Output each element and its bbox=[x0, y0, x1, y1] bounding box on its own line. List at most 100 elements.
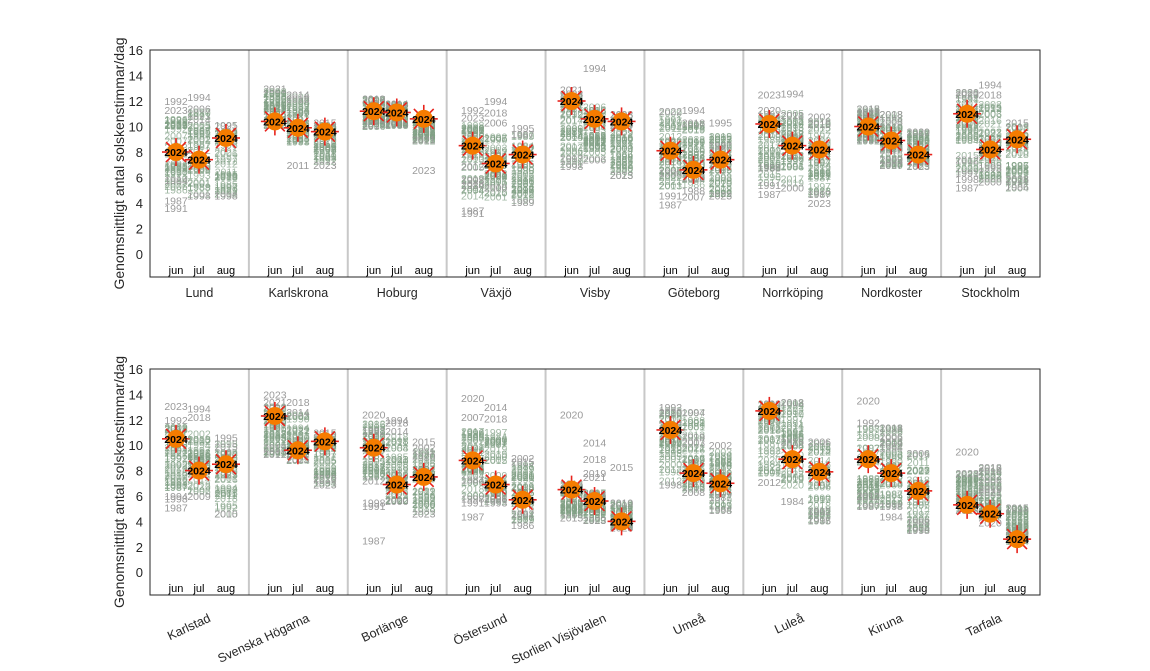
historical-year-label: 2003 bbox=[610, 166, 634, 178]
historical-year-label: 1984 bbox=[511, 182, 535, 194]
year-label: 2003 bbox=[682, 438, 706, 450]
year-label: 2000 bbox=[484, 183, 508, 195]
historical-year-label: 2013 bbox=[659, 160, 683, 172]
sun-marker-2024: 2024 bbox=[481, 149, 510, 178]
historical-year-label: 1993 bbox=[187, 170, 211, 182]
historical-year-label: 1986 bbox=[313, 141, 337, 153]
historical-year-label: 1988 bbox=[214, 171, 238, 183]
sun-disc bbox=[315, 122, 334, 141]
current-year-label: 2024 bbox=[560, 96, 584, 108]
historical-year-label: 2003 bbox=[978, 108, 1002, 120]
historical-year-label: 2013 bbox=[164, 464, 188, 476]
sun-marker-2024: 2024 bbox=[877, 126, 906, 155]
month-label: aug bbox=[711, 583, 729, 595]
month-label: jul bbox=[291, 583, 303, 595]
historical-year-label: 2011 bbox=[314, 148, 337, 160]
month-label: jul bbox=[390, 583, 402, 595]
historical-year-label: 1990 bbox=[955, 125, 979, 137]
year-label: 1998 bbox=[709, 505, 733, 517]
historical-year-label: 2012 bbox=[214, 155, 238, 167]
sun-marker-2024: 2024 bbox=[607, 507, 636, 536]
historical-year-label: 1993 bbox=[214, 183, 238, 195]
y-tick-label: 2 bbox=[136, 540, 143, 555]
sun-marker-2024: 2024 bbox=[679, 459, 708, 488]
sun-marker-2024: 2024 bbox=[185, 145, 213, 174]
station-group: 2002200419851991201120122002199119982005… bbox=[841, 50, 933, 300]
sun-marker-2024: 2024 bbox=[778, 445, 807, 474]
historical-year-label: 1990 bbox=[214, 170, 238, 182]
historical-year-label: 2019 bbox=[709, 131, 733, 143]
sun-marker-2024: 2024 bbox=[260, 107, 289, 136]
year-label: 1991 bbox=[461, 208, 485, 220]
station-label: Kiruna bbox=[866, 611, 905, 639]
historical-year-label: 2008 bbox=[286, 92, 310, 104]
historical-year-label: 2019 bbox=[781, 473, 805, 485]
sun-disc bbox=[661, 141, 680, 160]
historical-year-label: 2004 bbox=[412, 129, 436, 141]
sun-disc bbox=[364, 102, 383, 121]
current-year-label: 2024 bbox=[659, 425, 683, 437]
historical-year-label: 2013 bbox=[214, 172, 238, 184]
month-label: jun bbox=[662, 265, 678, 277]
current-year-label: 2024 bbox=[682, 468, 706, 480]
current-year-label: 2024 bbox=[907, 486, 931, 498]
historical-year-label: 1990 bbox=[560, 156, 584, 168]
historical-year-label: 2013 bbox=[187, 120, 211, 132]
sun-marker-2024: 2024 bbox=[310, 117, 339, 146]
historical-year-label: 1985 bbox=[214, 179, 238, 191]
historical-year-label: 2023 bbox=[709, 451, 733, 463]
historical-year-label: 2001 bbox=[484, 191, 508, 203]
station-group: 2005198819922014201719852010198420072009… bbox=[742, 369, 834, 637]
month-label: aug bbox=[612, 265, 630, 277]
historical-year-label: 1990 bbox=[263, 97, 287, 109]
year-label: 2020 bbox=[412, 450, 436, 462]
historical-year-label: 2021 bbox=[781, 110, 805, 122]
historical-year-label: 1996 bbox=[1005, 160, 1029, 172]
sun-disc bbox=[190, 150, 208, 169]
current-year-label: 2024 bbox=[781, 141, 805, 153]
year-label: 1987 bbox=[955, 183, 979, 195]
historical-year-label: 2022 bbox=[907, 131, 931, 143]
historical-year-label: 2004 bbox=[1005, 165, 1029, 177]
historical-year-label: 1988 bbox=[461, 429, 485, 441]
historical-year-label: 2009 bbox=[880, 158, 904, 170]
historical-year-label: 1989 bbox=[313, 150, 337, 162]
historical-year-label: 2000 bbox=[286, 98, 310, 110]
historical-year-label: 1997 bbox=[781, 155, 805, 167]
month-label: jun bbox=[168, 265, 184, 277]
year-label: 2015 bbox=[1005, 118, 1029, 130]
historical-year-label: 2010 bbox=[164, 470, 188, 482]
current-year-label: 2024 bbox=[560, 485, 584, 497]
historical-year-label: 1987 bbox=[1005, 160, 1029, 172]
historical-year-label: 1984 bbox=[978, 170, 1002, 182]
year-label: 1998 bbox=[560, 161, 584, 173]
historical-year-label: 1992 bbox=[286, 95, 310, 107]
sun-disc bbox=[387, 103, 406, 122]
year-label: 1998 bbox=[461, 175, 485, 187]
current-year-label: 2024 bbox=[880, 136, 904, 148]
station-group: 2002201819891997200919931987200620132021… bbox=[162, 401, 240, 643]
historical-year-label: 1988 bbox=[385, 442, 409, 454]
historical-year-label: 2002 bbox=[484, 143, 508, 155]
historical-year-label: 1993 bbox=[263, 100, 287, 112]
axes-box bbox=[149, 49, 1041, 278]
historical-year-label: 1998 bbox=[461, 120, 485, 132]
historical-year-label: 1990 bbox=[808, 492, 832, 504]
station-group: 2007202020012002200020142008201619841987… bbox=[841, 369, 933, 639]
historical-year-label: 2007 bbox=[659, 170, 683, 182]
sun-marker-2024: 2024 bbox=[805, 135, 834, 164]
historical-year-label: 2022 bbox=[978, 127, 1002, 139]
year-label: 1989 bbox=[511, 197, 535, 209]
historical-year-label: 1990 bbox=[511, 165, 535, 177]
historical-year-label: 2023 bbox=[583, 135, 607, 147]
sun-marker-2024: 2024 bbox=[607, 107, 636, 136]
sun-disc bbox=[612, 112, 631, 131]
historical-year-label: 2012 bbox=[511, 188, 535, 200]
historical-year-label: 2012 bbox=[164, 162, 188, 174]
station-label: Lund bbox=[186, 286, 214, 300]
sun-disc bbox=[463, 136, 482, 155]
historical-year-label: 2020 bbox=[880, 160, 904, 172]
historical-year-label: 1991 bbox=[1005, 176, 1029, 188]
historical-year-label: 2017 bbox=[583, 136, 607, 148]
year-label: 1994 bbox=[880, 443, 904, 455]
